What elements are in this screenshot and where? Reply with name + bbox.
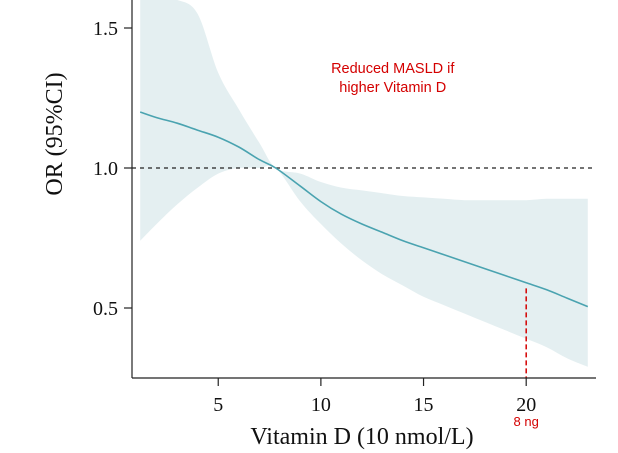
x-tick-label: 20 [516,394,536,416]
x-axis-label: Vitamin D (10 nmol/L) [250,424,473,450]
x-axis-ticks: 5 10 15 20 [213,378,536,416]
y-tick-label: 1.0 [93,158,118,180]
y-tick-label: 1.5 [93,18,118,40]
y-axis-label: OR (95%CI) [42,72,68,195]
y-axis-ticks: 0.5 1.0 1.5 [93,18,132,320]
x-tick-label: 10 [311,394,331,416]
or-curve-line [139,111,589,308]
annotation-reduced-line-2: higher Vitamin D [339,80,446,96]
annotation-reduced-line-1: Reduced MASLD if [331,61,455,77]
annotation-8ng-label: 8 ng [514,414,539,429]
x-tick-label: 5 [213,394,223,416]
x-tick-label: 15 [414,394,434,416]
y-tick-label: 0.5 [93,298,118,320]
confidence-band [140,0,588,367]
